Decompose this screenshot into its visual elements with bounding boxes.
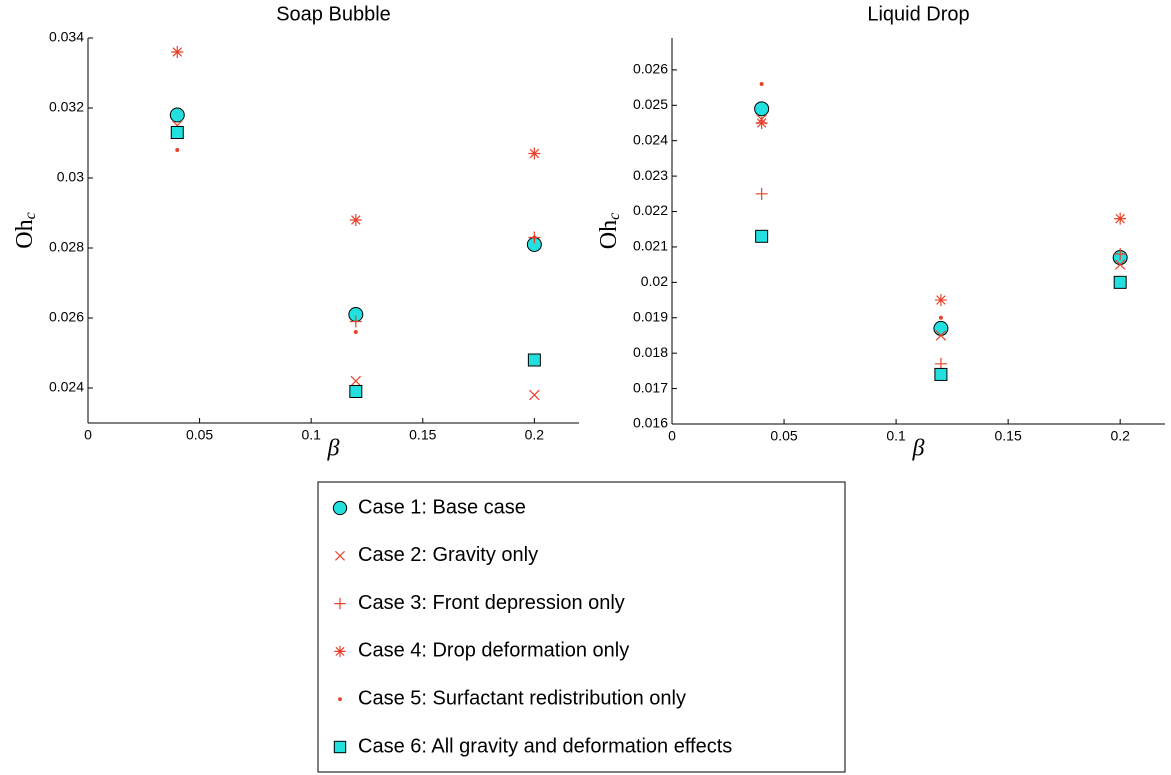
marker-plus [334,597,346,610]
marker-plus [349,315,362,328]
legend-text: Case 4: Drop deformation only [358,640,629,662]
marker-dot [338,697,342,702]
marker-dot [175,148,180,152]
x-tick-label: 0.2 [1110,428,1130,444]
y-tick-label: 0.021 [633,238,668,254]
marker-square [527,353,541,367]
y-tick-label: 0.032 [49,99,84,115]
marker-circle [933,320,949,336]
y-tick-label: 0.02 [641,273,668,289]
marker-dot [938,315,943,320]
y-tick-label: 0.019 [633,308,668,324]
marker-x [350,375,362,387]
legend-text: Case 1: Base case [358,496,526,518]
x-tick-label: 0.05 [186,427,213,443]
legend-text: Case 6: All gravity and deformation effe… [358,735,732,757]
marker-star [934,294,947,307]
marker-circle [332,500,348,516]
legend-text: Case 3: Front depression only [358,592,625,614]
marker-dot [353,330,358,334]
y-axis-label-subscript: c [22,212,39,219]
marker-star [528,147,541,160]
y-tick-label: 0.03 [57,169,84,185]
y-tick-label: 0.026 [633,61,668,77]
marker-square [170,126,184,139]
x-axis-label: β [912,436,925,462]
marker-dot [759,82,764,87]
y-tick-label: 0.016 [633,415,668,431]
x-tick-label: 0.1 [886,428,906,444]
x-tick-label: 0 [84,427,92,443]
y-axis-label: Ohc [12,212,39,248]
marker-circle [169,107,185,123]
y-axis-label: Ohc [596,213,623,249]
marker-star [171,46,184,58]
marker-star [755,116,768,129]
marker-x [935,330,947,341]
y-tick-label: 0.025 [633,96,668,112]
y-tick-label: 0.023 [633,167,668,183]
marker-star [334,645,346,658]
marker-x [1114,259,1126,270]
x-tick-label: 0.2 [525,427,545,443]
x-tick-label: 0.05 [770,428,797,444]
marker-x [335,550,345,561]
marker-plus [1114,248,1127,261]
marker-x [529,389,540,401]
y-tick-label: 0.028 [49,239,84,255]
x-axis-label: β [327,436,340,462]
y-tick-label: 0.018 [633,344,668,360]
y-tick-label: 0.024 [633,131,668,147]
chart-title: Soap Bubble [276,3,391,25]
y-axis-label-main: Oh [12,219,38,248]
marker-square [934,367,948,381]
y-tick-label: 0.026 [49,309,84,325]
y-axis-label-subscript: c [606,213,623,220]
marker-star [1114,212,1127,225]
x-tick-label: 0.15 [995,428,1022,444]
marker-plus [755,187,768,200]
marker-square [1113,275,1127,289]
y-tick-label: 0.017 [633,379,668,395]
x-tick-label: 0.15 [409,427,436,443]
marker-square [333,740,347,754]
legend-box [317,481,846,773]
marker-square [349,385,363,398]
marker-circle [754,101,770,117]
marker-dot [532,235,537,240]
y-tick-label: 0.024 [49,379,84,395]
marker-square [755,229,769,243]
marker-star [349,214,362,226]
y-axis-label-main: Oh [596,220,622,249]
x-tick-label: 0.1 [301,427,321,443]
chart-title: Liquid Drop [867,3,969,25]
y-tick-label: 0.034 [49,29,84,45]
y-tick-label: 0.022 [633,202,668,218]
x-tick-label: 0 [668,428,676,444]
legend-text: Case 2: Gravity only [358,544,538,566]
marker-plus [934,357,947,370]
legend-text: Case 5: Surfactant redistribution only [358,687,686,709]
